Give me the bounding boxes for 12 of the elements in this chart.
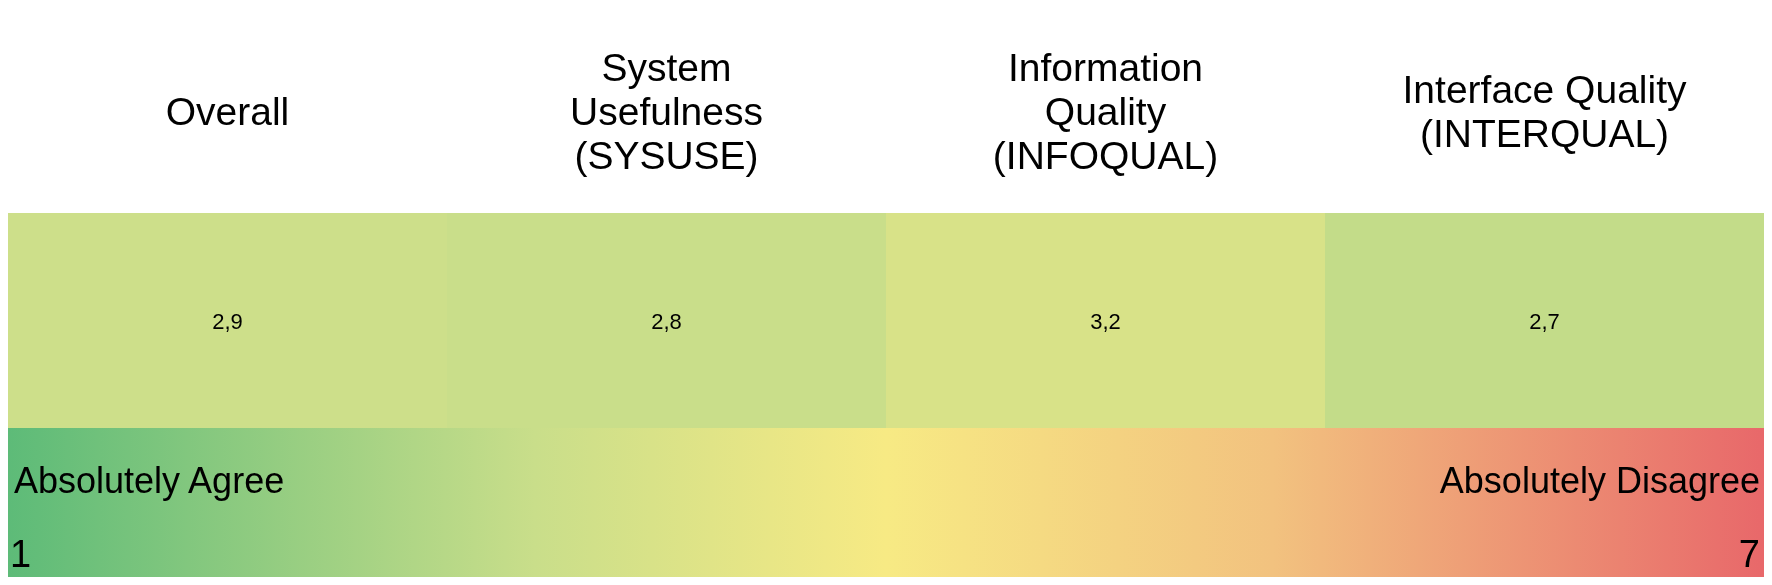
x-tick-label: Interface Quality (INTERQUAL)	[1402, 67, 1687, 155]
color-bar-label: 1	[10, 533, 32, 575]
data-label: 2,9	[212, 308, 243, 334]
data-label: 2,7	[1529, 308, 1560, 334]
text: Absolutely Agree	[14, 460, 285, 501]
text: Absolutely Disagree	[1439, 460, 1760, 501]
x-tick-label: Information Quality (INFOQUAL)	[992, 45, 1219, 177]
color-bar-label: 7	[1738, 533, 1760, 575]
data-label: 2,8	[651, 308, 682, 334]
x-tick-label: Overall	[165, 89, 290, 133]
x-tick-label: System Usefulness (SYSUSE)	[570, 45, 763, 177]
data-label: 3,2	[1090, 308, 1121, 334]
